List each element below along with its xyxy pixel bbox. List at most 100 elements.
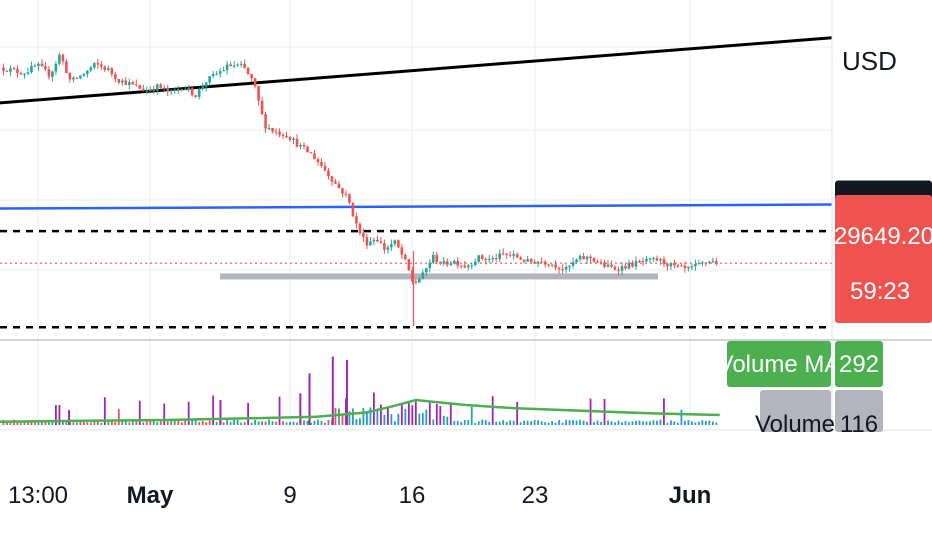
candle-body xyxy=(40,63,44,67)
volume-bar xyxy=(467,420,470,425)
volume-bar xyxy=(159,420,162,425)
candle-body xyxy=(491,257,495,260)
candle-body xyxy=(257,85,260,101)
volume-spike-bar-2 xyxy=(345,360,348,425)
candle-body xyxy=(641,261,645,263)
candle-body xyxy=(690,266,694,268)
volume-bar xyxy=(659,419,662,425)
candle-body xyxy=(204,82,208,87)
candle-body xyxy=(267,128,271,130)
candle-body xyxy=(12,68,16,70)
volume-bar xyxy=(240,422,243,425)
candle-body xyxy=(173,89,177,91)
candle-body xyxy=(421,272,425,279)
candle-body xyxy=(526,259,529,262)
candle-body xyxy=(561,268,564,270)
candle-body xyxy=(218,71,222,74)
candle-body xyxy=(323,165,327,171)
volume-series xyxy=(0,356,720,425)
volume-bar xyxy=(243,421,246,425)
volume-ma-value-badge xyxy=(835,341,883,387)
volume-bar xyxy=(285,422,288,425)
candle-body xyxy=(51,71,54,77)
volume-bar xyxy=(268,419,270,425)
volume-bar xyxy=(306,420,309,425)
candle-body xyxy=(432,254,435,263)
volume-bar xyxy=(341,413,344,425)
candle-body xyxy=(466,265,470,268)
volume-bar xyxy=(338,408,340,425)
candle-body xyxy=(65,61,68,74)
candle-body xyxy=(571,262,575,266)
volume-bar xyxy=(523,420,526,425)
candle-body xyxy=(19,72,23,75)
candle-body xyxy=(180,89,184,91)
volume-bar xyxy=(456,420,459,425)
candle-body xyxy=(232,65,236,67)
volume-bar xyxy=(86,422,89,425)
volume-bar xyxy=(533,419,536,425)
volume-bar xyxy=(509,420,512,425)
trend-line xyxy=(0,36,833,105)
volume-bar xyxy=(498,421,501,425)
volume-bar xyxy=(638,420,641,425)
candle-body xyxy=(159,84,163,88)
candle-body xyxy=(107,68,110,70)
volume-bar xyxy=(135,419,138,425)
volume-bar xyxy=(586,421,588,425)
candle-body xyxy=(456,260,460,266)
candle-body xyxy=(697,263,701,265)
candle-body xyxy=(606,264,610,267)
volume-bar xyxy=(481,419,484,425)
candle-body xyxy=(211,74,215,77)
volume-bar xyxy=(229,422,232,425)
candle-body xyxy=(225,64,229,71)
candle-body xyxy=(515,254,519,258)
volume-spike-bar-3 xyxy=(299,393,302,425)
candle-body xyxy=(44,66,47,70)
candle-body xyxy=(16,69,19,73)
candle-body xyxy=(701,262,704,264)
candle-body xyxy=(564,266,568,270)
time-tick-label: 16 xyxy=(399,482,426,509)
candle-body xyxy=(243,63,246,68)
candle-body xyxy=(529,259,533,262)
candle-body xyxy=(320,162,323,166)
candle-body xyxy=(260,100,264,115)
candle-body xyxy=(145,90,149,92)
candle-body xyxy=(596,261,599,263)
volume-bar xyxy=(79,420,82,425)
candle-body xyxy=(327,170,330,177)
volume-bar xyxy=(530,421,533,425)
countdown-text: 59:23 xyxy=(850,278,910,305)
volume-bar xyxy=(236,419,239,425)
candle-body xyxy=(480,255,484,260)
volume-bar xyxy=(379,404,382,425)
volume-bar xyxy=(65,421,68,425)
candle-body xyxy=(75,77,79,79)
volume-bar xyxy=(572,420,574,425)
pane-mask xyxy=(700,433,932,473)
volume-bar xyxy=(677,422,679,425)
candle-body xyxy=(428,262,432,269)
volume-bar xyxy=(519,422,522,425)
candle-body xyxy=(711,261,715,263)
candle-body xyxy=(694,264,697,267)
candle-body xyxy=(369,241,372,246)
candle-body xyxy=(306,146,309,153)
candle-body xyxy=(669,262,673,267)
volume-bar xyxy=(488,421,491,425)
volume-bar xyxy=(617,420,620,425)
volume-bar xyxy=(537,420,540,425)
candle-body xyxy=(407,259,411,271)
candle-body xyxy=(568,265,571,267)
volume-bar xyxy=(362,408,365,425)
candle-body xyxy=(23,73,26,75)
candle-body xyxy=(634,261,638,267)
volume-bar xyxy=(645,421,648,425)
volume-bar xyxy=(442,415,445,425)
candle-body xyxy=(299,145,302,147)
candle-body xyxy=(673,262,676,266)
